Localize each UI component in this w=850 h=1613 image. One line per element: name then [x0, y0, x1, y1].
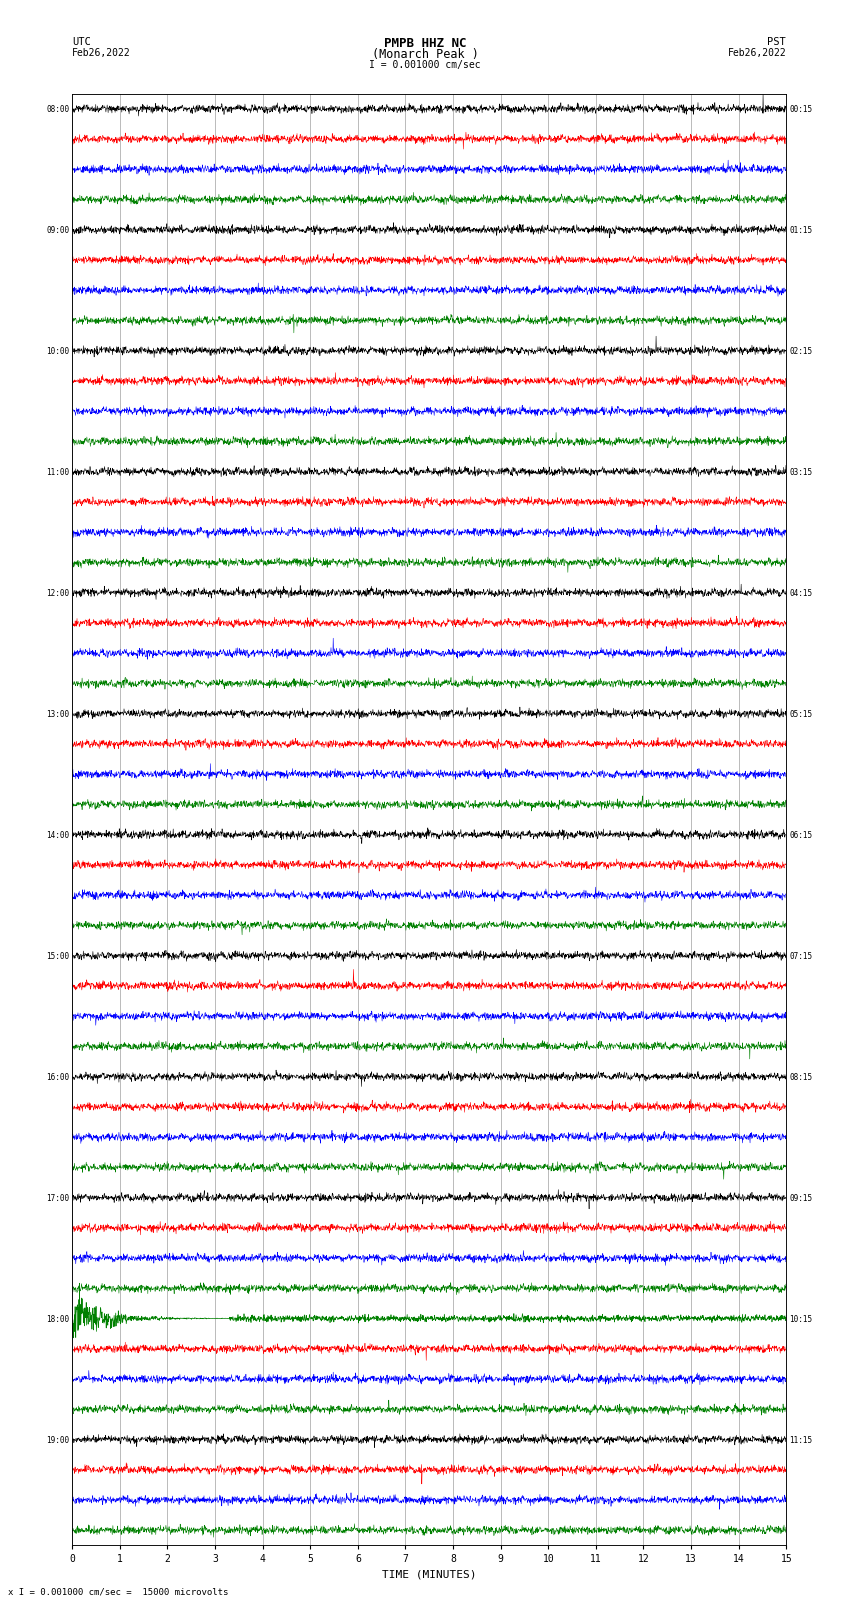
Text: Feb26,2022: Feb26,2022	[728, 48, 786, 58]
Text: UTC: UTC	[72, 37, 91, 47]
Text: (Monarch Peak ): (Monarch Peak )	[371, 48, 479, 61]
Text: PMPB HHZ NC: PMPB HHZ NC	[383, 37, 467, 50]
Text: x I = 0.001000 cm/sec =  15000 microvolts: x I = 0.001000 cm/sec = 15000 microvolts	[8, 1587, 229, 1597]
Text: PST: PST	[768, 37, 786, 47]
Text: I = 0.001000 cm/sec: I = 0.001000 cm/sec	[369, 60, 481, 69]
X-axis label: TIME (MINUTES): TIME (MINUTES)	[382, 1569, 477, 1579]
Text: Feb26,2022: Feb26,2022	[72, 48, 131, 58]
